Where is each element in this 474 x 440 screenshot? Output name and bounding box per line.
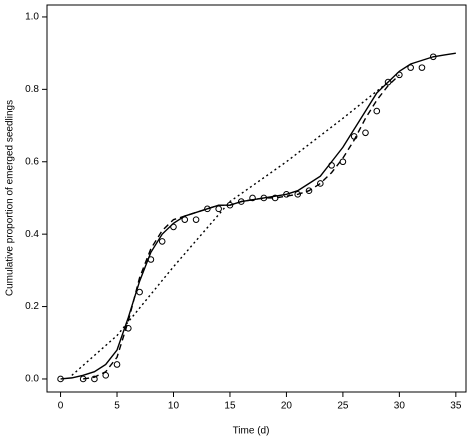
data-point bbox=[249, 194, 256, 202]
data-point bbox=[91, 375, 98, 383]
data-point bbox=[317, 180, 324, 187]
data-point bbox=[271, 194, 279, 202]
data-point bbox=[350, 133, 358, 140]
data-point bbox=[305, 187, 313, 195]
data-point bbox=[237, 198, 245, 205]
data-point bbox=[384, 78, 392, 86]
y-tick-label: 0.8 bbox=[25, 84, 39, 95]
data-point bbox=[429, 53, 437, 61]
data-point bbox=[102, 372, 110, 379]
data-point bbox=[396, 71, 403, 79]
fitted-curve bbox=[83, 74, 400, 380]
x-tick-label: 10 bbox=[168, 401, 180, 412]
data-point bbox=[418, 64, 426, 71]
y-tick-label: 0.0 bbox=[25, 374, 39, 385]
data-point bbox=[260, 194, 268, 202]
x-tick-label: 15 bbox=[224, 401, 236, 412]
x-tick-label: 5 bbox=[114, 401, 120, 412]
data-point bbox=[158, 238, 166, 245]
data-point bbox=[373, 107, 381, 115]
x-tick-label: 35 bbox=[450, 401, 462, 412]
x-tick-label: 20 bbox=[281, 401, 293, 412]
data-point bbox=[407, 64, 414, 71]
y-tick-label: 0.6 bbox=[25, 156, 39, 167]
data-point bbox=[181, 216, 189, 223]
data-point bbox=[362, 129, 369, 137]
data-point bbox=[113, 361, 121, 368]
plot-frame bbox=[46, 4, 467, 393]
data-point bbox=[328, 162, 335, 169]
data-point bbox=[125, 324, 132, 332]
data-point bbox=[294, 191, 302, 198]
data-point bbox=[192, 216, 200, 223]
y-axis-label: Cumulative proportion of emerged seedlin… bbox=[5, 100, 16, 296]
y-tick-label: 0.4 bbox=[25, 229, 39, 240]
data-point bbox=[339, 158, 347, 166]
data-point bbox=[147, 256, 155, 263]
y-tick-label: 0.2 bbox=[25, 301, 39, 312]
data-point bbox=[215, 205, 222, 213]
x-tick-label: 25 bbox=[337, 401, 349, 412]
data-point bbox=[136, 288, 143, 296]
data-point bbox=[79, 375, 87, 383]
x-tick-label: 0 bbox=[58, 401, 64, 412]
x-axis-label: Time (d) bbox=[233, 426, 270, 437]
data-point bbox=[204, 205, 211, 213]
data-point bbox=[226, 201, 234, 209]
fitted-curve bbox=[60, 52, 456, 380]
y-tick-label: 1.0 bbox=[25, 12, 39, 23]
data-point bbox=[57, 375, 64, 383]
data-point bbox=[170, 223, 177, 231]
x-tick-label: 30 bbox=[394, 401, 406, 412]
data-point bbox=[283, 191, 290, 198]
fitted-curve bbox=[71, 81, 389, 376]
